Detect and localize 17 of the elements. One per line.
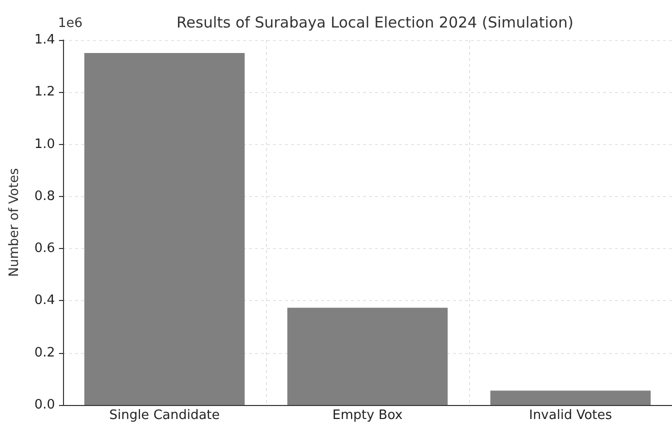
bar: [490, 390, 651, 405]
y-tick-label: 0.0: [34, 398, 55, 412]
y-tick-label: 0.6: [34, 241, 55, 256]
y-axis-title: Number of Votes: [7, 168, 22, 277]
y-tick-label: 1.2: [34, 84, 55, 100]
x-tick-label: Single Candidate: [109, 408, 220, 423]
bar: [287, 308, 448, 405]
y-tick-label: 0.2: [34, 345, 55, 360]
chart-title: Results of Surabaya Local Election 2024 (Simulation): [176, 14, 574, 32]
y-tick-label: 0.8: [34, 188, 55, 204]
x-tick-label: Invalid Votes: [528, 408, 612, 423]
y-tick-label: 1.0: [34, 136, 55, 152]
x-tick-label: Empty Box: [332, 408, 403, 423]
y-tick-label: 1.4: [34, 32, 55, 48]
text: 1e6: [58, 16, 83, 31]
bar: [84, 53, 245, 405]
y-tick-label: 0.4: [34, 293, 55, 308]
